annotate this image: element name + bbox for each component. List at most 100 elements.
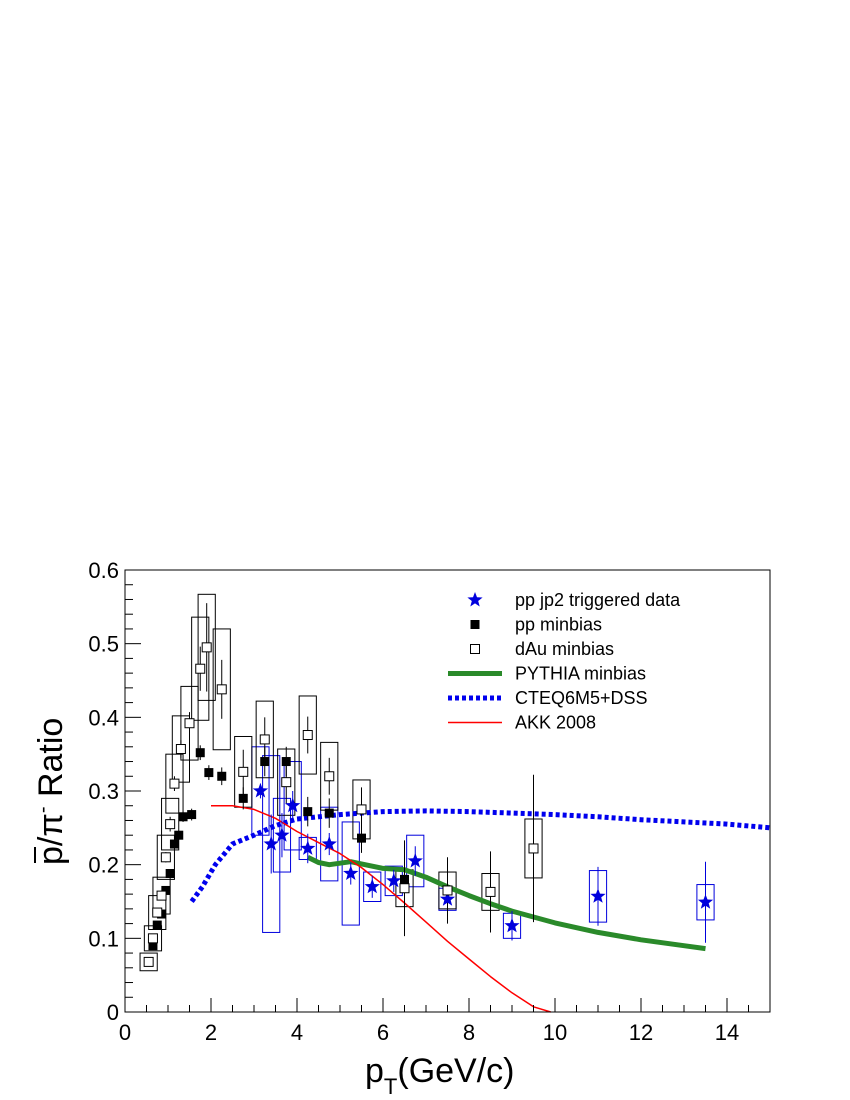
pp-jp2-triggered-data-point: [343, 865, 359, 880]
x-tick-label: 2: [205, 1020, 217, 1045]
dau-minbias-point: [156, 890, 167, 901]
pp-jp2-triggered-data-point: [274, 827, 290, 842]
dau-minbias-point: [143, 956, 154, 967]
cteq6m5-dss-curve: [189, 808, 771, 903]
y-tick-label: 0.4: [88, 705, 119, 730]
dau-minbias-point: [485, 886, 496, 897]
x-tick-label: 0: [119, 1020, 131, 1045]
legend-pp-minbias-swatch: [470, 620, 480, 629]
y-tick-label: 0.6: [88, 558, 119, 583]
pp-jp2-triggered-data-point: [386, 872, 402, 888]
x-axis-title-main: p: [365, 1052, 384, 1090]
pp-jp2-triggered-data-point: [590, 888, 606, 903]
pp-jp2-triggered-data-point: [321, 836, 337, 851]
y-axis-title-rest: Ratio: [32, 718, 70, 807]
y-axis-title-superscript: -: [32, 806, 54, 813]
dau-minbias-point: [160, 852, 171, 863]
pp-minbias-point: [303, 807, 313, 817]
pythia-minbias-curve: [306, 855, 706, 952]
pp-jp2-triggered-data-point: [263, 836, 279, 851]
pp-minbias-point: [357, 833, 366, 843]
axis-ticks-layer: [124, 569, 771, 1013]
y-axis-title-pbar: p: [32, 846, 70, 865]
pp-minbias-point: [260, 757, 270, 767]
x-tick-label: 6: [377, 1020, 389, 1045]
pp-minbias-point: [204, 768, 214, 778]
pp-minbias-point: [174, 830, 184, 840]
error-bars-layer: [148, 603, 706, 965]
pp-minbias-point: [148, 941, 158, 951]
pp-jp2-triggered-data-sys-box: [341, 821, 360, 926]
pp-minbias-point: [281, 757, 291, 767]
pp-jp2-triggered-data-point: [504, 917, 520, 933]
pp-minbias-point: [178, 812, 188, 822]
x-axis-title-rest: (GeV/c): [397, 1052, 514, 1090]
x-tick-label: 14: [715, 1020, 739, 1045]
pp-jp2-triggered-data-point: [439, 891, 456, 906]
dau-minbias-point: [175, 744, 186, 755]
dau-minbias-point: [152, 907, 163, 918]
pp-jp2-triggered-data-point: [285, 797, 301, 813]
dau-minbias-point: [281, 777, 292, 788]
dau-minbias-sys-box: [165, 753, 184, 814]
dau-minbias-point: [147, 933, 158, 944]
dau-minbias-sys-box: [139, 952, 158, 972]
pp-jp2-triggered-data-point: [300, 840, 316, 855]
dau-minbias-point: [324, 771, 335, 782]
legend-pp-jp2-triggered-data-label: pp jp2 triggered data: [515, 590, 681, 610]
dau-minbias-point: [259, 734, 270, 745]
pp-jp2-triggered-data-point: [364, 878, 380, 894]
y-axis-title-pi: π: [32, 813, 70, 836]
y-tick-label: 0.1: [88, 926, 119, 951]
dau-minbias-point: [216, 684, 227, 695]
y-axis-title-slash: /: [32, 836, 70, 846]
pp-minbias-point: [400, 874, 409, 884]
legend-cteq6m5-dss-label: CTEQ6M5+DSS: [515, 688, 648, 708]
y-tick-label: 0.2: [88, 853, 119, 878]
legend-pythia-minbias-label: PYTHIA minbias: [515, 664, 646, 684]
pp-minbias-point: [195, 748, 205, 758]
akk-2008-curve: [211, 804, 551, 1013]
dau-minbias-sys-box: [161, 797, 180, 851]
dau-minbias-point: [201, 642, 212, 653]
tick-labels-layer: 0 2 4 6 8 10 12 14 0 0.1 0.2 0.3 0.4 0.5 0.6: [88, 558, 739, 1045]
pp-jp2-triggered-data-sys-box: [406, 834, 425, 888]
legend-dau-minbias-label: dAu minbias: [515, 639, 614, 659]
pp-minbias-point: [165, 869, 175, 879]
pp-minbias-point: [324, 808, 334, 818]
x-tick-label: 4: [291, 1020, 303, 1045]
dau-minbias-sys-box: [191, 616, 210, 721]
dau-minbias-point: [169, 778, 180, 789]
pp-minbias-point: [169, 839, 179, 849]
pp-jp2-triggered-data-sys-box: [272, 797, 292, 873]
pp-jp2-triggered-data-sys-box: [262, 755, 281, 933]
legend-pp-minbias-label: pp minbias: [515, 615, 602, 635]
dau-minbias-sys-box: [255, 700, 274, 779]
dau-minbias-point: [238, 766, 249, 777]
x-axis-title-subscript: T: [384, 1074, 397, 1099]
pp-minbias-point: [238, 793, 248, 803]
pp-jp2-triggered-data-sys-box: [363, 871, 382, 902]
y-tick-label: 0: [107, 1000, 119, 1025]
y-tick-label: 0.5: [88, 632, 119, 657]
legend: pp jp2 triggered data pp minbias dAu minbi…: [448, 590, 681, 733]
pp-jp2-triggered-data-point: [252, 783, 269, 798]
pp-minbias-point: [217, 771, 227, 781]
systematic-boxes-layer: [139, 593, 715, 972]
y-tick-label: 0.3: [88, 779, 119, 804]
pp-jp2-triggered-data-sys-box: [283, 761, 302, 851]
legend-akk-2008-label: AKK 2008: [515, 713, 596, 733]
legend-dau-minbias-swatch: [470, 644, 480, 654]
dau-minbias-sys-box: [197, 593, 216, 701]
legend-pp-jp2-triggered-data-swatch: [467, 592, 483, 607]
dau-minbias-point: [184, 718, 195, 729]
dau-minbias-sys-box: [298, 695, 317, 775]
dau-minbias-point: [399, 883, 410, 894]
dau-minbias-sys-box: [212, 628, 231, 751]
svg-text:p/π- Ratio: p/π- Ratio: [32, 718, 70, 865]
pp-minbias-point: [187, 810, 197, 820]
dau-minbias-point: [528, 843, 539, 854]
dau-minbias-point: [302, 730, 313, 741]
dau-minbias-point: [195, 663, 206, 674]
